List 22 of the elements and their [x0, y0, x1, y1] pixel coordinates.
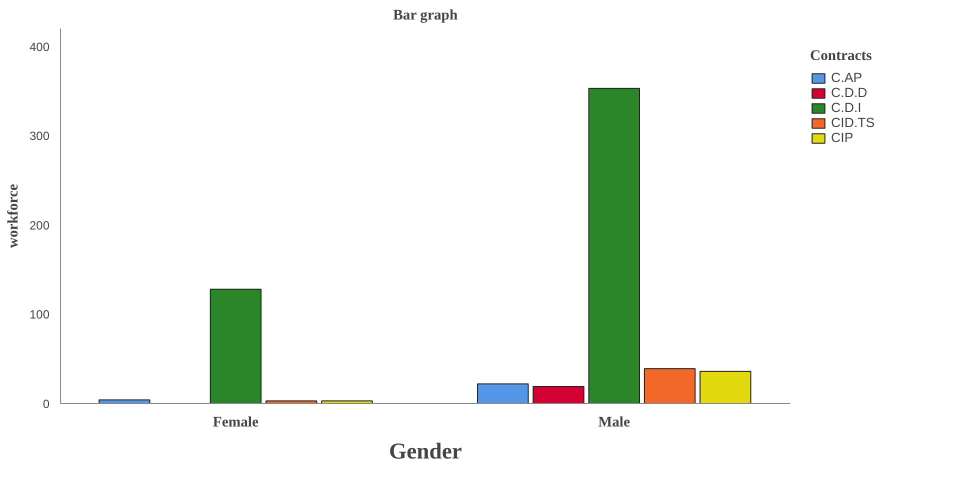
legend-label: CID.TS: [831, 115, 875, 130]
legend-label: CIP: [831, 130, 854, 145]
x-tick-label: Female: [212, 414, 259, 430]
y-tick-label: 0: [42, 397, 50, 411]
x-axis-title: Gender: [389, 438, 462, 464]
bar: [700, 370, 752, 404]
legend-label: C.AP: [831, 70, 862, 85]
legend-title: Contracts: [810, 48, 873, 65]
y-axis-title: workforce: [5, 183, 22, 248]
legend-label: C.D.I: [831, 100, 862, 115]
bar: [210, 288, 262, 404]
bar: [644, 368, 696, 404]
y-tick-label: 200: [29, 218, 50, 232]
y-tick-label: 300: [29, 129, 50, 144]
chart-title: Bar graph: [393, 8, 458, 24]
y-tick-label: 100: [29, 308, 50, 322]
x-tick-label: Male: [598, 414, 631, 430]
bar: [477, 383, 529, 404]
bar: [532, 386, 584, 404]
y-tick-label: 400: [29, 40, 50, 54]
legend-label: C.D.D: [831, 85, 868, 100]
bar: [588, 88, 640, 404]
